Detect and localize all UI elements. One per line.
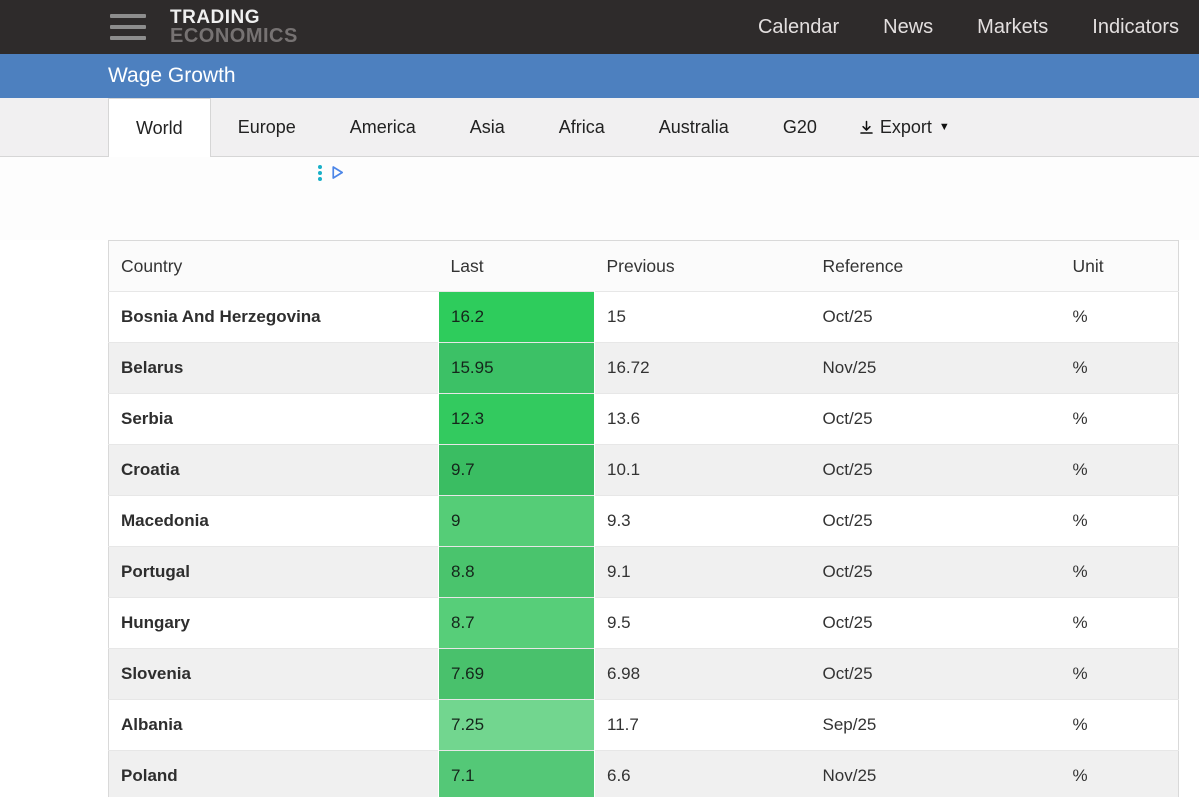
adchoices-icon[interactable] bbox=[329, 164, 346, 181]
tab-america[interactable]: America bbox=[323, 98, 443, 156]
nav-item-calendar[interactable]: Calendar bbox=[758, 16, 839, 39]
previous-value-cell: 15 bbox=[595, 292, 811, 343]
logo-line2: ECONOMICS bbox=[170, 26, 298, 46]
table-row: Poland7.16.6Nov/25% bbox=[109, 751, 1179, 797]
last-value-cell: 15.95 bbox=[439, 343, 595, 394]
unit-cell: % bbox=[1061, 751, 1179, 797]
column-header-unit[interactable]: Unit bbox=[1061, 241, 1179, 292]
previous-value-cell: 16.72 bbox=[595, 343, 811, 394]
table-row: Croatia9.710.1Oct/25% bbox=[109, 445, 1179, 496]
last-value-cell: 7.69 bbox=[439, 649, 595, 700]
country-cell[interactable]: Poland bbox=[109, 751, 439, 797]
last-value-cell: 7.25 bbox=[439, 700, 595, 751]
country-cell[interactable]: Slovenia bbox=[109, 649, 439, 700]
export-button[interactable]: Export ▼ bbox=[844, 98, 964, 156]
last-value-cell: 8.8 bbox=[439, 547, 595, 598]
tab-world[interactable]: World bbox=[108, 98, 211, 157]
last-value-cell: 9 bbox=[439, 496, 595, 547]
tab-g20[interactable]: G20 bbox=[756, 98, 844, 156]
country-cell[interactable]: Portugal bbox=[109, 547, 439, 598]
country-cell[interactable]: Belarus bbox=[109, 343, 439, 394]
tab-europe[interactable]: Europe bbox=[211, 98, 323, 156]
table-row: Serbia12.313.6Oct/25% bbox=[109, 394, 1179, 445]
tab-australia[interactable]: Australia bbox=[632, 98, 756, 156]
reference-cell: Oct/25 bbox=[811, 649, 1061, 700]
country-cell[interactable]: Macedonia bbox=[109, 496, 439, 547]
table-row: Portugal8.89.1Oct/25% bbox=[109, 547, 1179, 598]
download-icon bbox=[858, 119, 875, 136]
table-row: Hungary8.79.5Oct/25% bbox=[109, 598, 1179, 649]
unit-cell: % bbox=[1061, 394, 1179, 445]
reference-cell: Nov/25 bbox=[811, 751, 1061, 797]
reference-cell: Oct/25 bbox=[811, 292, 1061, 343]
table-row: Slovenia7.696.98Oct/25% bbox=[109, 649, 1179, 700]
column-header-country[interactable]: Country bbox=[109, 241, 439, 292]
table-row: Bosnia And Herzegovina16.215Oct/25% bbox=[109, 292, 1179, 343]
unit-cell: % bbox=[1061, 496, 1179, 547]
country-cell[interactable]: Bosnia And Herzegovina bbox=[109, 292, 439, 343]
last-value-cell: 7.1 bbox=[439, 751, 595, 797]
region-tab-strip: WorldEuropeAmericaAsiaAfricaAustraliaG20… bbox=[0, 98, 1199, 157]
top-header: TRADING ECONOMICS Calendar News Markets Ind… bbox=[0, 0, 1199, 54]
trading-economics-logo[interactable]: TRADING ECONOMICS bbox=[170, 8, 298, 47]
unit-cell: % bbox=[1061, 292, 1179, 343]
previous-value-cell: 9.1 bbox=[595, 547, 811, 598]
unit-cell: % bbox=[1061, 445, 1179, 496]
tab-africa[interactable]: Africa bbox=[532, 98, 632, 156]
country-cell[interactable]: Serbia bbox=[109, 394, 439, 445]
last-value-cell: 12.3 bbox=[439, 394, 595, 445]
last-value-cell: 9.7 bbox=[439, 445, 595, 496]
hamburger-menu-icon[interactable] bbox=[110, 14, 146, 40]
main-content: CountryLastPreviousReferenceUnit Bosnia … bbox=[0, 240, 1199, 797]
previous-value-cell: 11.7 bbox=[595, 700, 811, 751]
table-row: Albania7.2511.7Sep/25% bbox=[109, 700, 1179, 751]
unit-cell: % bbox=[1061, 343, 1179, 394]
country-cell[interactable]: Croatia bbox=[109, 445, 439, 496]
country-cell[interactable]: Hungary bbox=[109, 598, 439, 649]
page-title: Wage Growth bbox=[108, 64, 236, 88]
unit-cell: % bbox=[1061, 700, 1179, 751]
unit-cell: % bbox=[1061, 547, 1179, 598]
previous-value-cell: 13.6 bbox=[595, 394, 811, 445]
country-cell[interactable]: Albania bbox=[109, 700, 439, 751]
reference-cell: Oct/25 bbox=[811, 496, 1061, 547]
table-row: Belarus15.9516.72Nov/25% bbox=[109, 343, 1179, 394]
reference-cell: Oct/25 bbox=[811, 547, 1061, 598]
reference-cell: Sep/25 bbox=[811, 700, 1061, 751]
previous-value-cell: 9.3 bbox=[595, 496, 811, 547]
reference-cell: Oct/25 bbox=[811, 445, 1061, 496]
previous-value-cell: 6.98 bbox=[595, 649, 811, 700]
column-header-last[interactable]: Last bbox=[439, 241, 595, 292]
wage-growth-table: CountryLastPreviousReferenceUnit Bosnia … bbox=[108, 240, 1179, 797]
ad-options-icon[interactable] bbox=[318, 165, 322, 181]
top-nav: Calendar News Markets Indicators bbox=[758, 16, 1179, 39]
export-label: Export bbox=[880, 117, 932, 138]
reference-cell: Oct/25 bbox=[811, 598, 1061, 649]
chevron-down-icon: ▼ bbox=[939, 121, 950, 133]
column-header-reference[interactable]: Reference bbox=[811, 241, 1061, 292]
nav-item-indicators[interactable]: Indicators bbox=[1092, 16, 1179, 39]
wage-table-body: Bosnia And Herzegovina16.215Oct/25%Belar… bbox=[109, 292, 1179, 797]
previous-value-cell: 9.5 bbox=[595, 598, 811, 649]
reference-cell: Nov/25 bbox=[811, 343, 1061, 394]
column-header-previous[interactable]: Previous bbox=[595, 241, 811, 292]
nav-item-news[interactable]: News bbox=[883, 16, 933, 39]
unit-cell: % bbox=[1061, 649, 1179, 700]
previous-value-cell: 10.1 bbox=[595, 445, 811, 496]
tab-asia[interactable]: Asia bbox=[443, 98, 532, 156]
previous-value-cell: 6.6 bbox=[595, 751, 811, 797]
title-bar: Wage Growth bbox=[0, 54, 1199, 98]
last-value-cell: 16.2 bbox=[439, 292, 595, 343]
nav-item-markets[interactable]: Markets bbox=[977, 16, 1048, 39]
reference-cell: Oct/25 bbox=[811, 394, 1061, 445]
unit-cell: % bbox=[1061, 598, 1179, 649]
table-header-row: CountryLastPreviousReferenceUnit bbox=[109, 241, 1179, 292]
table-row: Macedonia99.3Oct/25% bbox=[109, 496, 1179, 547]
ad-area bbox=[0, 157, 1199, 240]
last-value-cell: 8.7 bbox=[439, 598, 595, 649]
